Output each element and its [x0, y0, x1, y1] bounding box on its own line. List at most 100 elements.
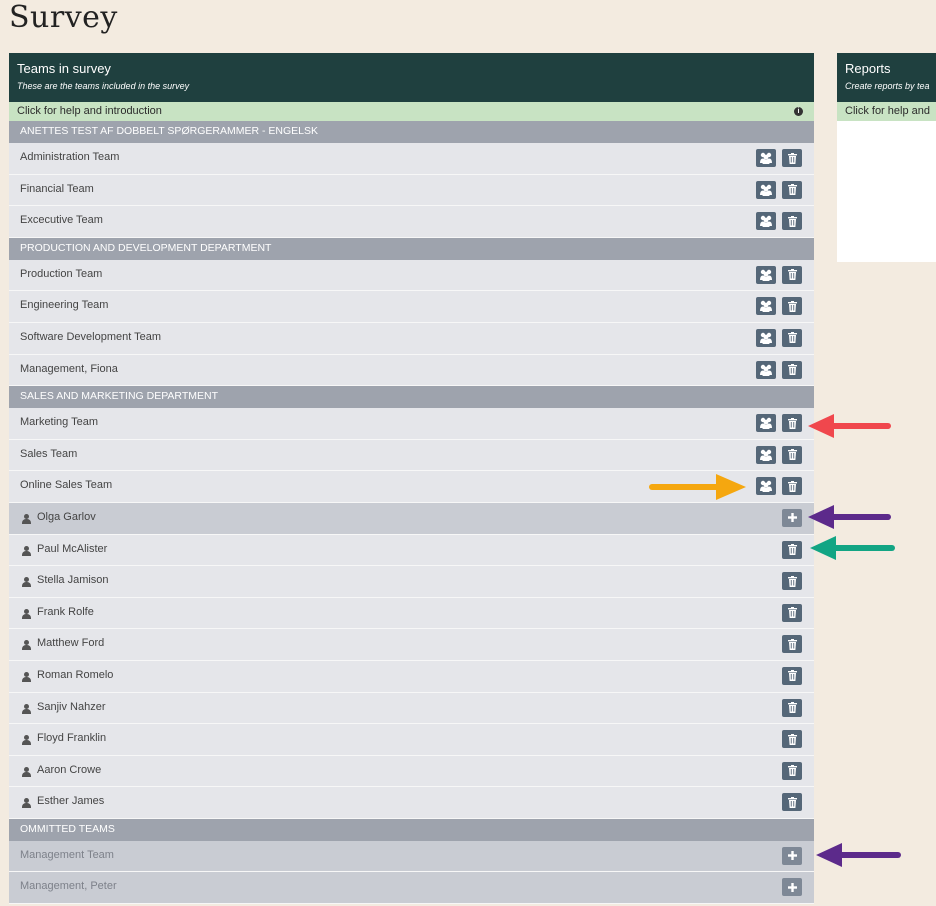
delete-button[interactable]: [782, 414, 802, 433]
delete-button[interactable]: [782, 360, 802, 379]
section-header: ANETTES TEST AF DOBBELT SPØRGERAMMER - E…: [9, 121, 814, 143]
delete-button[interactable]: [782, 635, 802, 654]
members-button[interactable]: [756, 180, 776, 199]
member-name: Esther James: [37, 795, 105, 808]
delete-button[interactable]: [782, 572, 802, 591]
member-row: Aaron Crowe: [9, 755, 814, 788]
members-button[interactable]: [756, 328, 776, 347]
omitted-team-row: Management, Peter: [9, 872, 814, 905]
team-name: Management, Peter: [20, 880, 117, 893]
user-icon: [22, 735, 31, 746]
team-row: Sales Team: [9, 439, 814, 472]
trash-icon: [787, 702, 797, 713]
delete-button[interactable]: [782, 149, 802, 167]
purple-annotation-arrow-2: [816, 843, 901, 867]
team-name: Online Sales Team: [20, 479, 113, 492]
green-annotation-arrow: [810, 536, 895, 560]
members-button[interactable]: [756, 477, 776, 496]
user-icon: [22, 577, 31, 588]
member-row: Matthew Ford: [9, 629, 814, 661]
reports-help-label: Click for help and: [845, 105, 930, 117]
teams-panel-subtitle: These are the teams included in the surv…: [17, 81, 190, 91]
teams-panel-title: Teams in survey: [17, 61, 111, 76]
member-row: Frank Rolfe: [9, 597, 814, 630]
trash-icon: [787, 152, 797, 164]
trash-icon: [787, 670, 797, 682]
delete-button[interactable]: [782, 265, 802, 284]
team-row: Financial Team: [9, 174, 814, 207]
member-name: Sanjiv Nahzer: [37, 700, 106, 713]
members-button[interactable]: [756, 445, 776, 464]
trash-icon: [787, 300, 797, 312]
member-name: Floyd Franklin: [37, 732, 107, 745]
team-name: Financial Team: [20, 182, 94, 195]
delete-button[interactable]: [782, 297, 802, 316]
team-name: Management Team: [20, 848, 114, 861]
orange-annotation-arrow: [649, 474, 746, 500]
add-button[interactable]: [782, 508, 802, 527]
team-name: Marketing Team: [20, 416, 99, 429]
trash-icon: [787, 332, 797, 344]
plus-icon: [787, 882, 797, 892]
reports-help-bar[interactable]: Click for help and: [837, 102, 936, 121]
delete-button[interactable]: [782, 698, 802, 717]
delete-button[interactable]: [782, 730, 802, 749]
team-row: Marketing Team: [9, 408, 814, 440]
trash-icon: [787, 765, 797, 777]
delete-button[interactable]: [782, 328, 802, 347]
user-icon: [22, 545, 31, 556]
team-row: Administration Team: [9, 143, 814, 175]
members-button[interactable]: [756, 149, 776, 167]
member-name: Aaron Crowe: [37, 763, 102, 776]
delete-button[interactable]: [782, 445, 802, 464]
members-button[interactable]: [756, 414, 776, 433]
trash-icon: [787, 269, 797, 281]
member-row: Floyd Franklin: [9, 724, 814, 756]
delete-button[interactable]: [782, 540, 802, 559]
trash-icon: [787, 364, 797, 376]
trash-icon: [787, 184, 797, 196]
group-icon: [760, 269, 772, 281]
delete-button[interactable]: [782, 477, 802, 496]
member-row: Roman Romelo: [9, 660, 814, 693]
member-name: Paul McAlister: [37, 542, 108, 555]
member-name: Stella Jamison: [37, 574, 109, 587]
trash-icon: [787, 607, 797, 619]
team-row: Management, Fiona: [9, 354, 814, 387]
add-button[interactable]: [782, 846, 802, 865]
team-name: Management, Fiona: [20, 362, 118, 375]
members-button[interactable]: [756, 265, 776, 284]
trash-icon: [787, 733, 797, 745]
delete-button[interactable]: [782, 761, 802, 780]
member-name: Olga Garlov: [37, 510, 96, 523]
trash-icon: [787, 417, 797, 429]
help-bar-label: Click for help and introduction: [17, 105, 162, 117]
reports-panel-header: Reports Create reports by tea: [837, 53, 936, 102]
team-row: Excecutive Team: [9, 206, 814, 238]
delete-button[interactable]: [782, 180, 802, 199]
delete-button[interactable]: [782, 666, 802, 685]
member-row: Sanjiv Nahzer: [9, 692, 814, 725]
user-icon: [22, 608, 31, 619]
group-icon: [760, 481, 772, 493]
member-row: Stella Jamison: [9, 566, 814, 598]
group-icon: [760, 184, 772, 196]
add-button[interactable]: [782, 878, 802, 897]
members-button[interactable]: [756, 212, 776, 231]
user-icon: [22, 703, 31, 714]
delete-button[interactable]: [782, 603, 802, 622]
member-name: Frank Rolfe: [37, 605, 94, 618]
section-header: SALES AND MARKETING DEPARTMENT: [9, 386, 814, 409]
members-button[interactable]: [756, 297, 776, 316]
group-icon: [760, 449, 772, 461]
delete-button[interactable]: [782, 212, 802, 231]
user-icon: [22, 513, 31, 524]
group-icon: [760, 332, 772, 344]
help-bar[interactable]: Click for help and introduction i: [9, 102, 814, 121]
delete-button[interactable]: [782, 793, 802, 812]
member-row: Paul McAlister: [9, 534, 814, 567]
team-name: Production Team: [20, 267, 103, 280]
group-icon: [760, 364, 772, 376]
team-row: Production Team: [9, 259, 814, 292]
members-button[interactable]: [756, 360, 776, 379]
